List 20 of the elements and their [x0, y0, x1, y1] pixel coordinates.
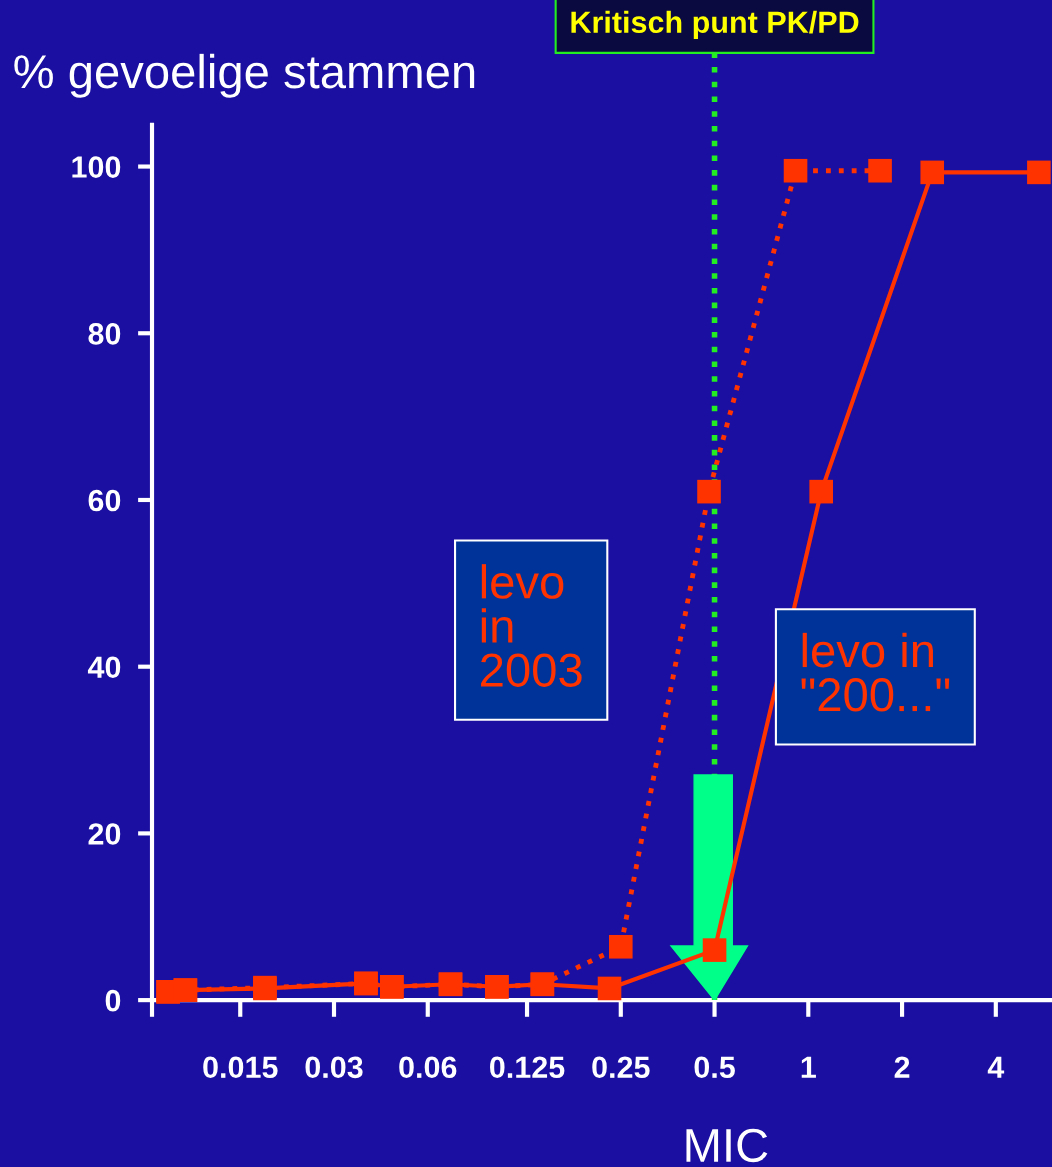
ref-line-label: Kritisch punt PK/PD: [571, 10, 859, 40]
x-tick-label: 0.03: [305, 1056, 363, 1079]
y-tick-label: 100: [72, 156, 121, 178]
y-tick-label: 0: [105, 989, 121, 1012]
x-axis-title: MIC: [686, 1128, 768, 1163]
y-axis-title: % gevoelige stammen: [14, 53, 475, 98]
y-tick-label: 80: [88, 323, 121, 345]
x-tick-label: 0.125: [490, 1056, 565, 1079]
series-label: levo in "200...": [801, 632, 950, 712]
x-tick-label: 4: [987, 1056, 1005, 1078]
x-tick-label: 0.5: [694, 1056, 735, 1079]
x-tick-label: 2: [894, 1056, 910, 1078]
y-tick-label: 60: [88, 489, 121, 512]
x-tick-label: 0.25: [592, 1056, 650, 1079]
series-label: levo in 2003: [481, 564, 582, 687]
x-tick-label: 1: [801, 1056, 816, 1078]
y-tick-label: 20: [88, 823, 121, 845]
y-tick-label: 40: [87, 656, 121, 679]
x-tick-label: 0.015: [203, 1056, 278, 1079]
x-tick-label: 0.06: [399, 1056, 457, 1079]
